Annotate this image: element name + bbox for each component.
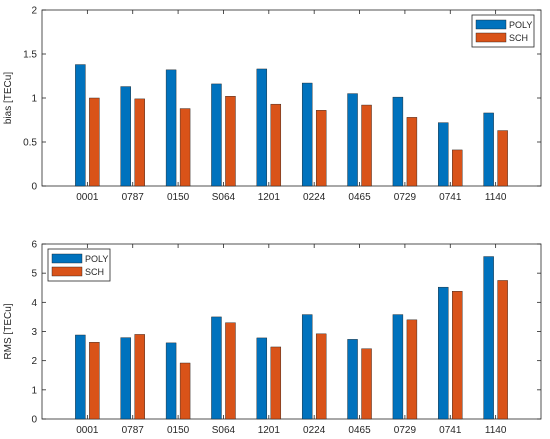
x-tick-label: 0465 [348,425,371,436]
x-tick-label: 0465 [348,192,371,203]
x-tick-label: 0150 [167,192,190,203]
y-tick-label: 6 [31,240,37,251]
x-tick-label: S064 [212,192,236,203]
x-tick-label: 0150 [167,425,190,436]
x-tick-label: S064 [212,425,236,436]
x-tick-label: 0741 [439,192,462,203]
x-tick-label: 1140 [485,425,507,436]
bar-poly-1140 [483,256,494,420]
bar-poly-0465 [347,339,358,420]
bar-sch-1201 [270,346,282,420]
y-tick-label: 4 [31,298,37,309]
x-tick-label: 0741 [439,425,462,436]
bar-sch-0001 [89,97,100,187]
x-tick-label: 0787 [122,425,145,436]
bar-poly-0150 [165,342,177,420]
bar-sch-0741 [452,291,463,420]
bar-poly-1140 [483,112,494,187]
bar-sch-0729 [406,319,418,420]
y-tick-label: 3 [31,327,37,338]
bar-poly-0787 [120,337,131,420]
bar-sch-0001 [89,342,100,420]
plot-area [41,243,542,420]
bar-poly-1201 [256,337,268,420]
bar-sch-1140 [497,280,508,420]
bar-poly-0224 [301,314,313,420]
y-tick-label: 0.5 [23,138,37,149]
bar-sch-0150 [179,362,191,420]
legend-swatch-poly [51,253,83,264]
bar-sch-0729 [406,117,418,187]
x-tick-label: 1201 [258,425,281,436]
bar-poly-0001 [75,64,86,187]
y-tick-label: 1.5 [23,50,37,61]
bar-poly-0465 [347,93,358,187]
bar-sch-0224 [315,333,327,420]
y-tick-label: 1 [31,385,37,396]
bar-sch-0787 [134,98,145,187]
bar-sch-1201 [270,103,282,187]
bar-poly-0741 [438,286,449,420]
x-tick-label: 0001 [76,192,99,203]
chart-panel-2: 0 1 2 3 4 5 6 RMS [TECu] 0001 0787 0150 S064 1201 022… [3,240,542,436]
bar-sch-0741 [452,149,463,187]
legend: POLY SCH [47,248,111,282]
bar-poly-S064 [211,83,222,187]
x-tick-label: 0787 [122,192,145,203]
y-axis-label: RMS [TECu] [3,303,14,359]
x-tick-label: 0001 [76,425,99,436]
y-axis-label: bias [TECu] [3,72,14,124]
bar-poly-0224 [301,82,313,187]
bar-poly-0741 [438,122,449,187]
legend-swatch-poly [475,19,507,30]
bar-poly-0729 [392,314,404,420]
y-tick-label: 2 [31,6,37,17]
x-tick-label: 1201 [258,192,281,203]
bar-sch-0787 [134,334,145,420]
y-tick-label: 5 [31,269,37,280]
bar-poly-1201 [256,68,268,187]
bar-sch-S064 [225,322,236,420]
bar-poly-0729 [392,96,404,187]
legend-label-sch: SCH [509,33,528,43]
legend-swatch-sch [475,32,507,43]
bar-sch-S064 [225,96,236,187]
legend: POLY SCH [471,14,535,48]
bar-poly-0150 [165,69,177,187]
x-tick-label: 1140 [485,192,507,203]
bar-sch-0224 [315,110,327,187]
bar-poly-0787 [120,86,131,187]
chart-panel-1: 0 0.5 1 1.5 2 bias [TECu] 0001 0787 0150 S064 1201… [3,6,542,203]
legend-label-poly: POLY [509,20,532,30]
bar-sch-0465 [361,348,372,420]
x-tick-label: 0729 [394,192,417,203]
plot-area [41,9,542,187]
x-tick-label: 0224 [303,425,326,436]
legend-swatch-sch [51,266,83,277]
bar-sch-1140 [497,130,508,187]
y-tick-label: 2 [31,356,37,367]
legend-label-poly: POLY [85,254,108,264]
y-tick-label: 0 [31,415,37,426]
bar-sch-0150 [179,108,191,187]
bar-sch-0465 [361,104,372,187]
y-tick-label: 1 [31,94,37,105]
bar-poly-S064 [211,316,222,420]
legend-label-sch: SCH [85,267,104,277]
y-tick-label: 0 [31,182,37,193]
bar-poly-0001 [75,334,86,420]
x-tick-label: 0224 [303,192,326,203]
x-tick-label: 0729 [394,425,417,436]
